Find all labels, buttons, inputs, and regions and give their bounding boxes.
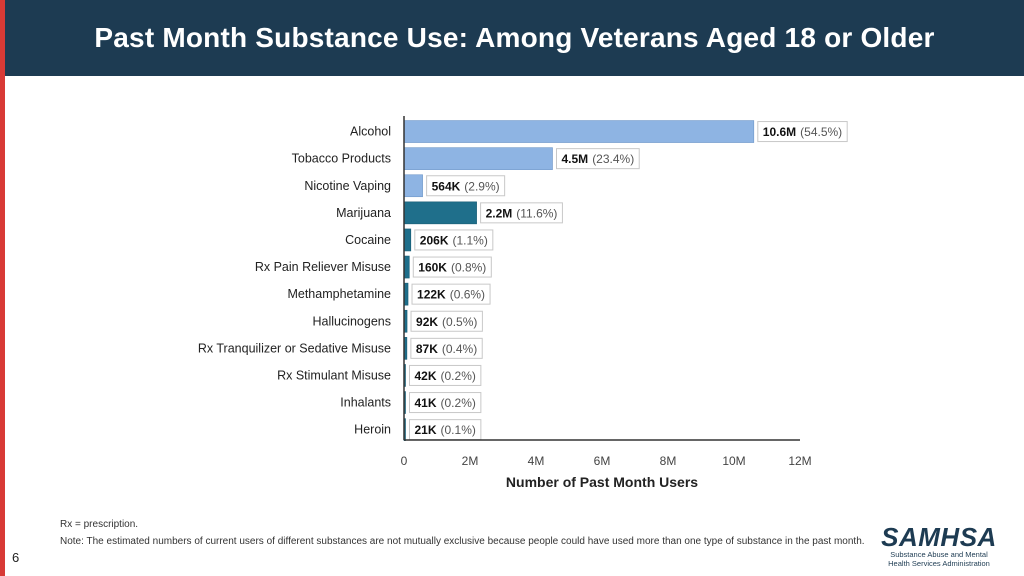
data-label-box	[757, 121, 848, 143]
data-label-box	[410, 310, 483, 332]
data-label-value: 41K	[415, 396, 437, 410]
data-label-box	[410, 337, 483, 359]
x-axis-title: Number of Past Month Users	[506, 474, 698, 490]
data-label-percent: (0.2%)	[441, 396, 476, 410]
page-number: 6	[12, 550, 20, 565]
x-tick-label: 8M	[660, 454, 677, 468]
x-tick-label: 0	[401, 454, 408, 468]
category-label: Cocaine	[345, 233, 391, 247]
data-label-percent: (0.2%)	[441, 369, 476, 383]
x-tick-label: 4M	[528, 454, 545, 468]
data-label-value: 4.5M	[562, 152, 589, 166]
logo-wordmark: SAMHSA	[881, 522, 997, 552]
category-label: Inhalants	[340, 396, 391, 410]
category-label: Heroin	[354, 423, 391, 437]
samhsa-logo: SAMHSA Substance Abuse and Mental Health…	[880, 524, 998, 568]
bar	[403, 174, 423, 198]
category-label: Hallucinogens	[312, 314, 391, 328]
data-label-value: 2.2M	[486, 206, 513, 220]
x-tick-label: 6M	[594, 454, 611, 468]
x-tick-label: 2M	[462, 454, 479, 468]
data-label-value: 206K	[420, 233, 449, 247]
data-label-value: 42K	[415, 369, 437, 383]
accent-stripe	[0, 0, 5, 576]
bar	[403, 201, 477, 225]
category-label: Nicotine Vaping	[304, 179, 391, 193]
bar	[403, 147, 553, 170]
footnote-note: Note: The estimated numbers of current u…	[60, 536, 865, 547]
data-label-percent: (0.6%)	[450, 288, 485, 302]
data-label-box	[409, 364, 482, 386]
data-label-percent: (0.5%)	[442, 315, 477, 329]
category-label: Methamphetamine	[287, 287, 391, 301]
footnote-abbreviation: Rx = prescription.	[60, 519, 139, 530]
data-label-value: 87K	[416, 342, 438, 356]
data-label-percent: (0.4%)	[442, 342, 477, 356]
data-label-percent: (2.9%)	[464, 179, 499, 193]
category-label: Rx Stimulant Misuse	[277, 368, 391, 382]
x-tick-label: 12M	[788, 454, 811, 468]
data-label-percent: (23.4%)	[592, 152, 634, 166]
data-label-percent: (54.5%)	[800, 125, 842, 139]
category-label: Rx Pain Reliever Misuse	[255, 260, 391, 274]
data-label-value: 122K	[417, 288, 446, 302]
logo-subtitle: Substance Abuse and Mental Health Servic…	[888, 550, 990, 568]
bar	[403, 255, 410, 279]
data-label-percent: (1.1%)	[452, 233, 487, 247]
category-label: Rx Tranquilizer or Sedative Misuse	[198, 341, 391, 355]
category-label: Alcohol	[350, 125, 391, 139]
x-tick-label: 10M	[722, 454, 745, 468]
footnotes: Rx = prescription. Note: The estimated n…	[60, 518, 870, 552]
bar	[403, 228, 412, 252]
data-label-box	[409, 392, 482, 414]
data-label-box	[414, 229, 494, 251]
title-banner: Past Month Substance Use: Among Veterans…	[5, 0, 1024, 76]
data-label-value: 92K	[416, 315, 438, 329]
page-title: Past Month Substance Use: Among Veterans…	[94, 22, 935, 53]
category-label: Marijuana	[336, 206, 391, 220]
data-label-value: 160K	[418, 261, 447, 275]
data-label-box	[411, 283, 491, 305]
data-label-value: 10.6M	[763, 125, 796, 139]
data-label-box	[412, 256, 492, 278]
data-label-box	[556, 148, 640, 170]
data-label-value: 21K	[415, 423, 437, 437]
data-label-percent: (0.8%)	[451, 261, 486, 275]
bar	[403, 120, 755, 143]
data-label-box	[426, 175, 506, 197]
data-label-percent: (0.1%)	[441, 423, 476, 437]
data-label-percent: (11.6%)	[516, 206, 557, 220]
data-label-value: 564K	[432, 179, 461, 193]
data-label-box	[480, 202, 563, 224]
category-label: Tobacco Products	[292, 152, 391, 166]
